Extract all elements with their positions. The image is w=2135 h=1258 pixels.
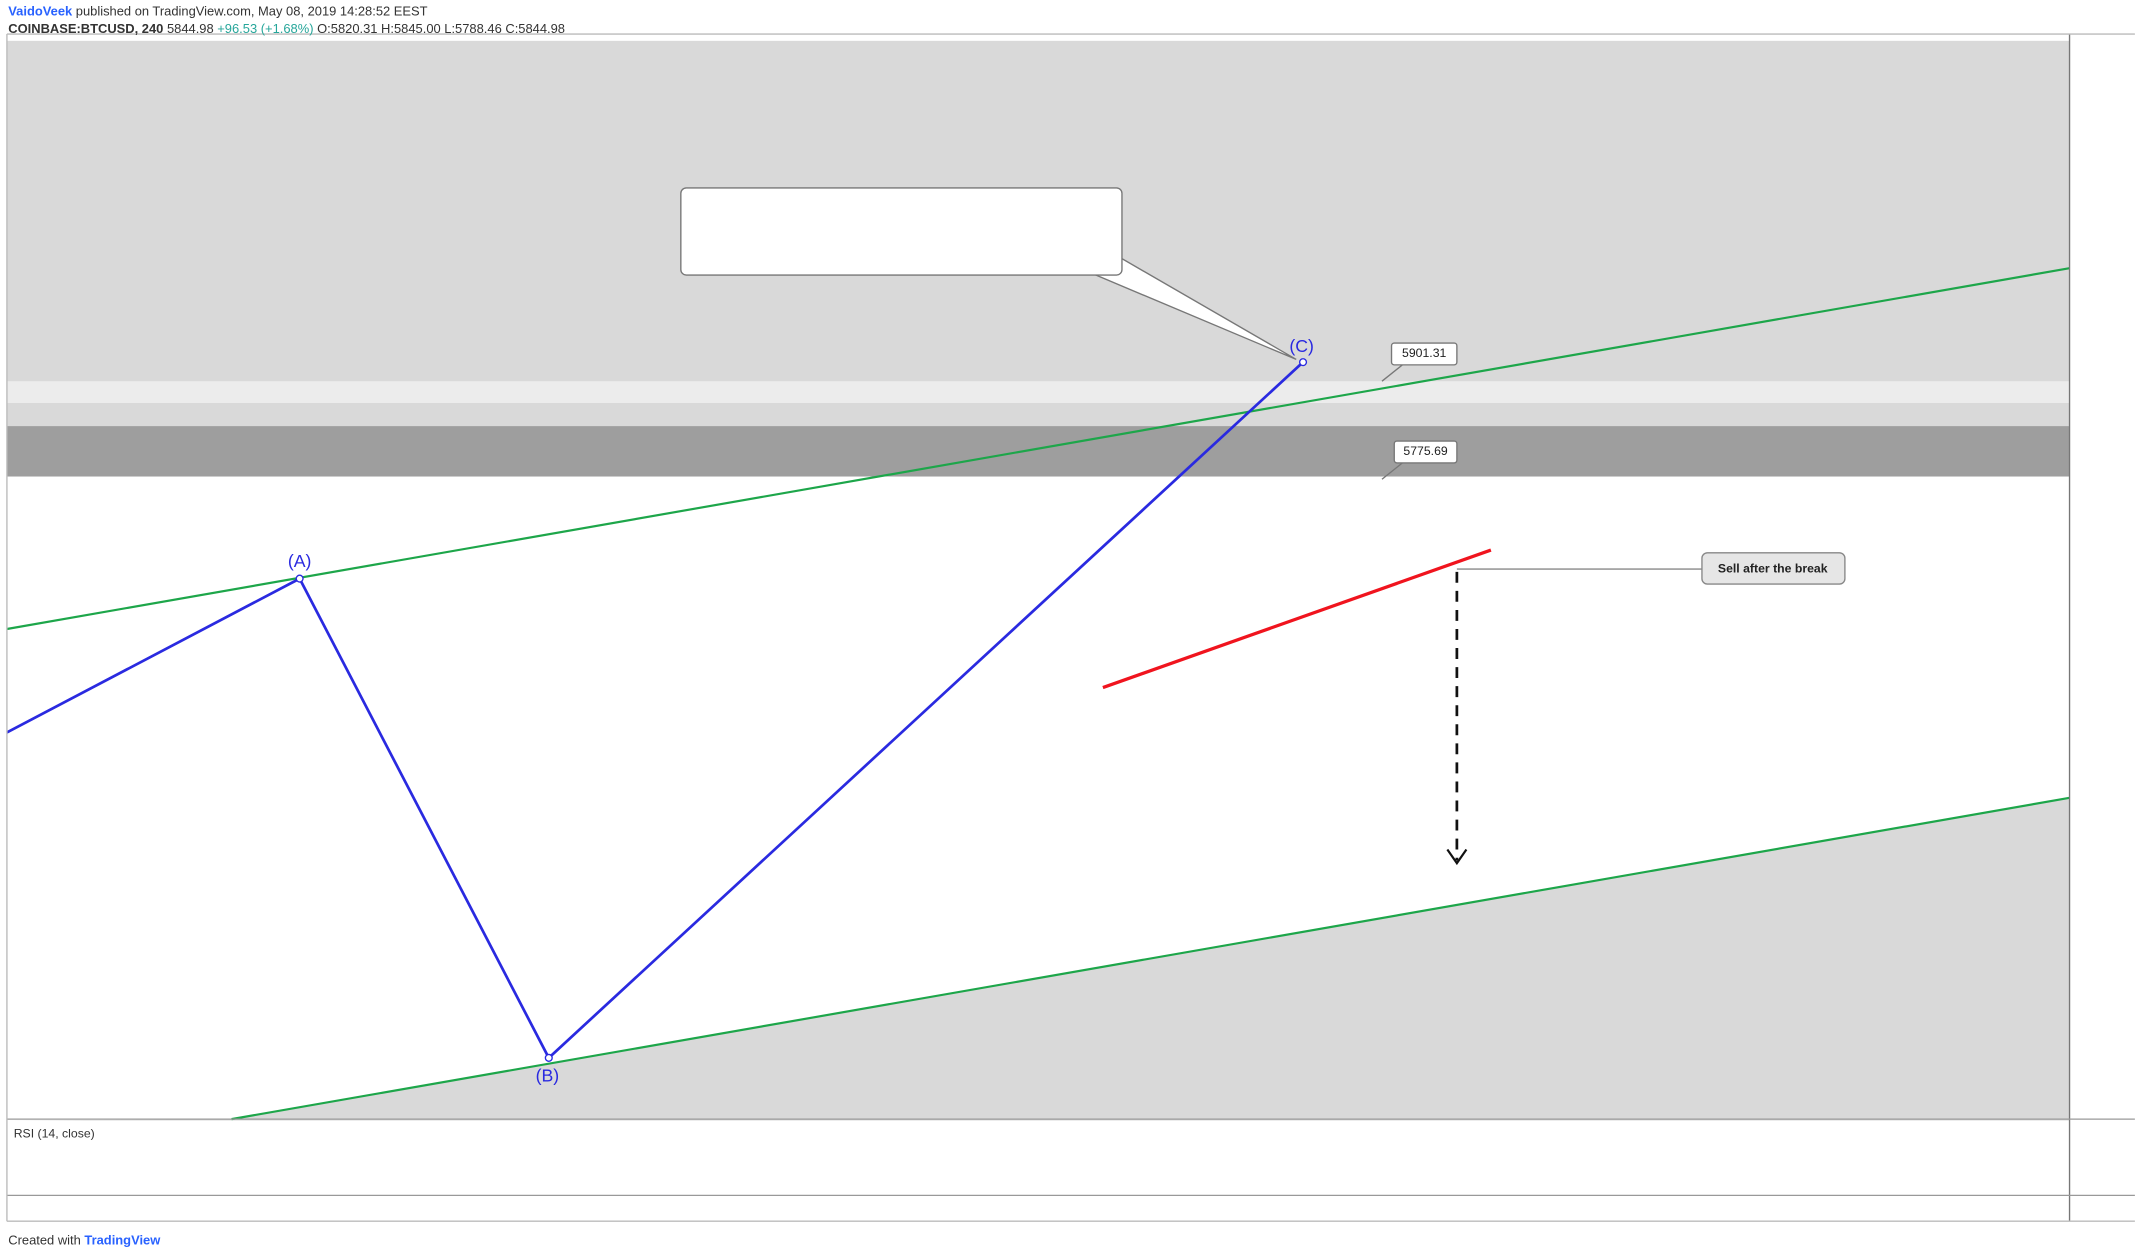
wave-point <box>295 574 304 583</box>
sell-box <box>1701 552 1846 585</box>
header-line: VaidoVeek published on TradingView.com, … <box>8 4 427 19</box>
price-box <box>1390 342 1458 366</box>
drawings: (A) (B) (C) Sell after the break 5901.31… <box>6 187 2070 1121</box>
callout-box <box>680 187 1123 276</box>
footer-text: Created with TradingView <box>8 1233 161 1248</box>
wave-label: (C) <box>1289 336 1314 356</box>
channel-lower <box>231 796 2070 1121</box>
arrow-head <box>1446 848 1468 866</box>
support-trendline <box>1102 548 1492 690</box>
wave-point <box>1298 358 1308 367</box>
author: VaidoVeek <box>8 4 73 19</box>
price-box-text: 5775.69 <box>1403 444 1447 458</box>
abc-wave <box>6 361 1304 1061</box>
dark-zone <box>6 426 2070 477</box>
price-axis-bg <box>2069 34 2135 1208</box>
axes <box>6 33 2135 1222</box>
published: published on TradingView.com, May 08, 20… <box>76 4 428 19</box>
wave-label: (A) <box>288 551 312 571</box>
footer: Created with TradingView <box>8 1233 161 1248</box>
box-pointer <box>1381 462 1403 480</box>
footer-brand: TradingView <box>84 1233 161 1248</box>
wave-point <box>544 1053 553 1062</box>
rsi-pane: RSI (14, close) <box>14 1126 95 1140</box>
price-box-text: 5901.31 <box>1402 346 1446 360</box>
symbol: COINBASE:BTCUSD, 240 <box>8 21 163 36</box>
last-price: 5844.98 <box>167 21 214 36</box>
rsi-title: RSI (14, close) <box>14 1126 95 1140</box>
header-line: COINBASE:BTCUSD, 240 5844.98 +96.53 (+1.… <box>8 21 565 36</box>
footer-prefix: Created with <box>8 1233 81 1248</box>
box-pointer <box>1381 364 1403 382</box>
lower-zone <box>6 797 2070 1121</box>
sell-text: Sell after the break <box>1718 561 1828 575</box>
ohlc: O:5820.31 H:5845.00 L:5788.46 C:5844.98 <box>317 21 565 36</box>
header: VaidoVeek published on TradingView.com, … <box>8 4 565 37</box>
price-box <box>1393 440 1458 464</box>
wave-label: (B) <box>536 1066 560 1086</box>
change: +96.53 (+1.68%) <box>217 21 313 36</box>
channel-upper <box>6 267 2070 631</box>
light-zone <box>6 381 2070 403</box>
